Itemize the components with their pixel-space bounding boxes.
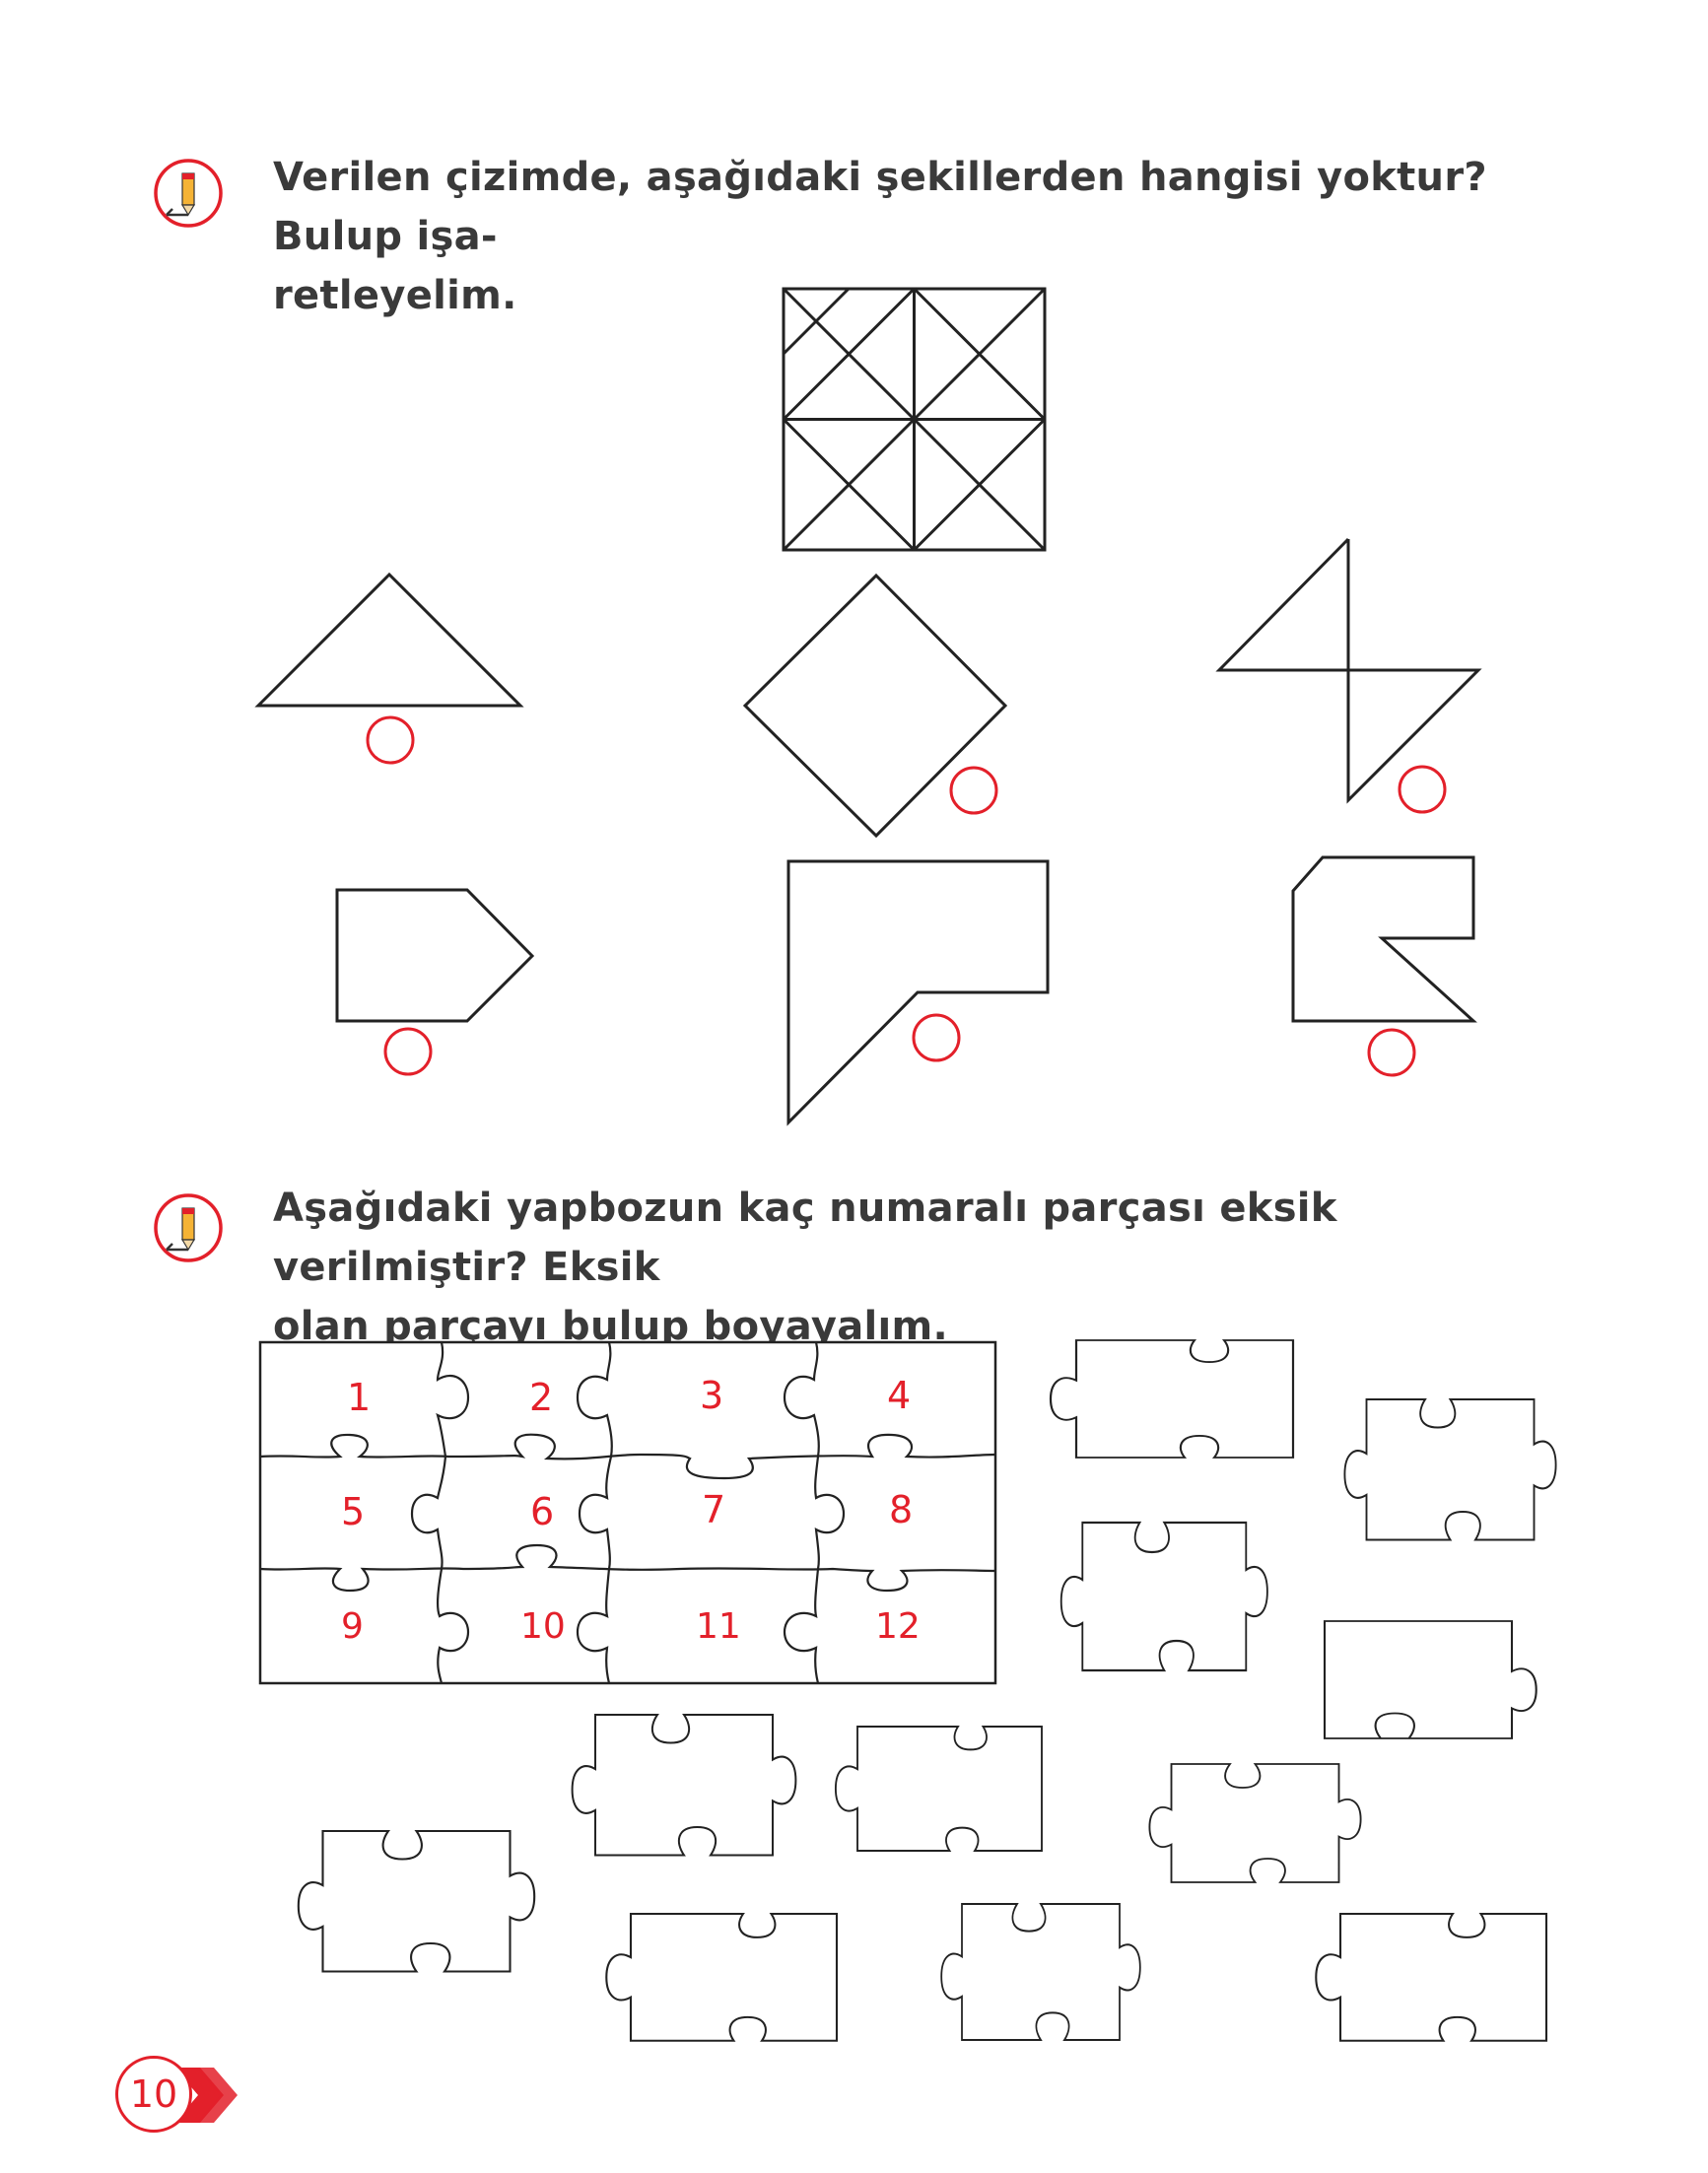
question-1-line-1: Verilen çizimde, aşağıdaki şekillerden h… [273, 155, 1487, 259]
puzzle-number-1: 1 [347, 1376, 372, 1419]
pencil-icon [154, 1193, 223, 1262]
puzzle-number-9: 9 [341, 1606, 364, 1647]
answer-circle-5[interactable] [912, 1013, 961, 1062]
puzzle-number-12: 12 [875, 1606, 921, 1647]
answer-circle-1[interactable] [366, 715, 415, 765]
option-diamond [742, 573, 1008, 839]
loose-piece[interactable] [1049, 1338, 1295, 1460]
option-tall-shape [786, 859, 1050, 1126]
answer-circle-6[interactable] [1367, 1028, 1416, 1077]
answer-circle-4[interactable] [383, 1027, 433, 1076]
loose-piece[interactable] [1343, 1397, 1557, 1541]
loose-piece[interactable] [1148, 1763, 1362, 1883]
loose-piece[interactable] [571, 1713, 797, 1857]
question-1-figures [254, 287, 1482, 1126]
page-number: 10 [115, 2056, 192, 2133]
reference-drawing [782, 287, 1047, 552]
puzzle-number-11: 11 [696, 1606, 741, 1647]
loose-piece[interactable] [940, 1902, 1141, 2042]
loose-piece[interactable] [1059, 1521, 1268, 1672]
answer-circle-2[interactable] [949, 766, 998, 815]
page-number-badge: 10 [115, 2056, 238, 2137]
puzzle-number-8: 8 [889, 1488, 914, 1531]
question-2-line-2: olan parçayı bulup boyayalım. [273, 1304, 948, 1349]
option-triangle [254, 572, 524, 708]
option-pentagon [335, 888, 535, 1023]
answer-circle-3[interactable] [1398, 765, 1447, 814]
option-bowtie [1215, 537, 1350, 672]
puzzle-number-6: 6 [530, 1490, 555, 1533]
puzzle-number-4: 4 [887, 1374, 912, 1417]
loose-piece[interactable] [297, 1829, 536, 1973]
question-2-line-1: Aşağıdaki yapbozun kaç numaralı parçası … [273, 1186, 1337, 1290]
puzzle-number-5: 5 [341, 1490, 366, 1533]
puzzle-number-7: 7 [702, 1488, 726, 1531]
question-1-line-2: retleyelim. [273, 273, 517, 318]
puzzle-number-2: 2 [529, 1376, 554, 1419]
puzzle-number-10: 10 [520, 1606, 566, 1647]
loose-piece[interactable] [1323, 1619, 1537, 1740]
option-notched-shape [1291, 855, 1477, 1023]
question-1-text: Verilen çizimde, aşağıdaki şekillerden h… [273, 148, 1594, 325]
pencil-icon [154, 159, 223, 228]
question-2-text: Aşağıdaki yapbozun kaç numaralı parçası … [273, 1179, 1594, 1356]
loose-piece[interactable] [834, 1726, 1043, 1852]
puzzle-number-3: 3 [700, 1374, 724, 1417]
loose-piece[interactable] [1315, 1912, 1548, 2042]
loose-piece[interactable] [605, 1912, 839, 2042]
